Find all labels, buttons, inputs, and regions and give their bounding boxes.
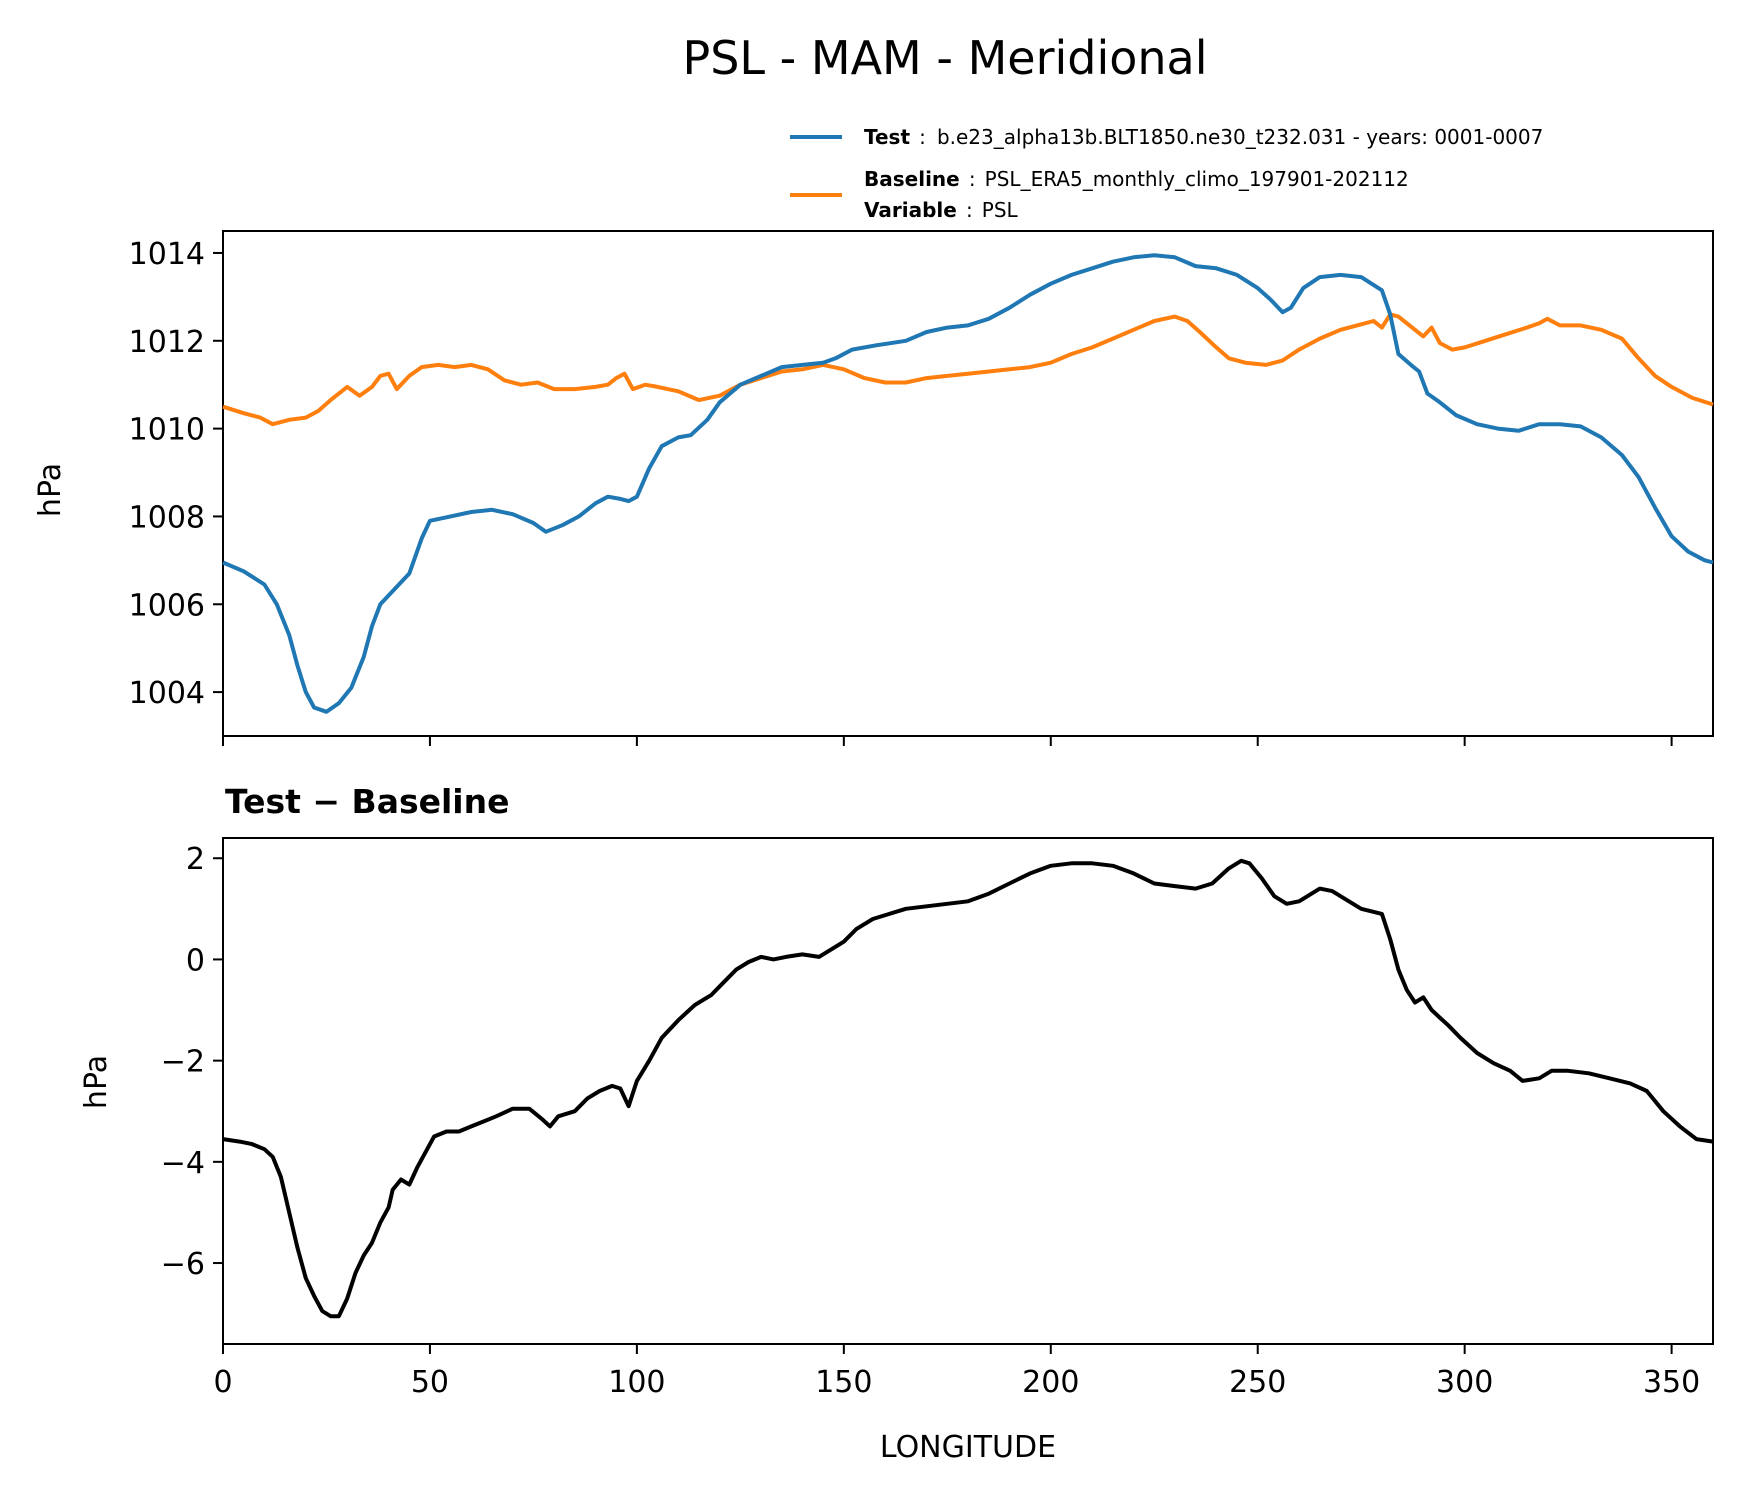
x-tick-label: 350 [1643, 1365, 1700, 1400]
difference-line [222, 858, 1714, 1319]
x-axis-label: LONGITUDE [880, 1430, 1056, 1465]
difference-subtitle: Test − Baseline [225, 782, 510, 821]
legend-variable-sep: : [966, 198, 973, 222]
top-y-axis-label: hPa [33, 463, 68, 517]
legend-baseline-text: PSL_ERA5_monthly_climo_197901-202112 [985, 167, 1409, 191]
bottom-y-tick-label: −2 [161, 1045, 205, 1080]
legend-baseline-key: Baseline [864, 167, 960, 191]
x-tick-label: 250 [1229, 1365, 1286, 1400]
bottom-y-tick-label: −4 [161, 1146, 205, 1181]
x-tick-label: 200 [1022, 1365, 1079, 1400]
svg-text:Test : b.e23_alpha: Test : b.e23_alpha13b.BLT1850.ne30_t232.… [864, 125, 1543, 149]
bottom-x-ticks: 0 50 100 150 200 250 300 350 [213, 1344, 1700, 1400]
legend-variable-text: PSL [982, 198, 1019, 222]
top-y-tick-label: 1012 [129, 325, 205, 360]
legend-test-key: Test [864, 125, 910, 149]
top-y-tick-label: 1008 [129, 500, 205, 535]
bottom-y-tick-label: 0 [186, 943, 205, 978]
top-y-tick-label: 1006 [129, 588, 205, 623]
x-tick-label: 100 [608, 1365, 665, 1400]
top-y-tick-label: 1010 [129, 413, 205, 448]
legend: Test : b.e23_alpha13b.BLT1850.ne30_t232.… [790, 125, 1543, 222]
top-y-ticks: 1004 1006 1008 1010 1012 1014 [129, 237, 223, 711]
bottom-y-axis-label: hPa [79, 1055, 114, 1109]
top-y-tick-label: 1014 [129, 237, 205, 272]
x-tick-label: 50 [411, 1365, 449, 1400]
top-panel: 1004 1006 1008 1010 1012 1014 hPa [33, 230, 1714, 746]
bottom-axes-frame [222, 837, 1714, 1345]
legend-variable-key: Variable [864, 198, 957, 222]
svg-text:Baseline : PSL_ERA: Baseline : PSL_ERA5_monthly_climo_197901… [864, 167, 1409, 191]
legend-baseline-sep: : [969, 167, 976, 191]
bottom-y-tick-label: 2 [186, 842, 205, 877]
x-tick-label: 150 [815, 1365, 872, 1400]
bottom-y-tick-label: −6 [161, 1247, 205, 1282]
x-tick-label: 300 [1436, 1365, 1493, 1400]
legend-test-sep: : [919, 125, 926, 149]
x-tick-label: 0 [213, 1365, 232, 1400]
top-axes-frame [222, 230, 1714, 737]
legend-test-text: b.e23_alpha13b.BLT1850.ne30_t232.031 - y… [937, 125, 1543, 149]
test-line [222, 253, 1714, 714]
svg-text:Variable : PSL: Variable : PSL [864, 198, 1019, 222]
top-y-tick-label: 1004 [129, 676, 205, 711]
bottom-panel: Test − Baseline −6 −4 −2 0 2 0 50 100 150 200 250… [79, 782, 1714, 1465]
top-x-ticks [222, 736, 1673, 746]
baseline-line [222, 312, 1714, 427]
chart-title: PSL - MAM - Meridional [682, 31, 1207, 85]
bottom-y-ticks: −6 −4 −2 0 2 [161, 842, 223, 1282]
